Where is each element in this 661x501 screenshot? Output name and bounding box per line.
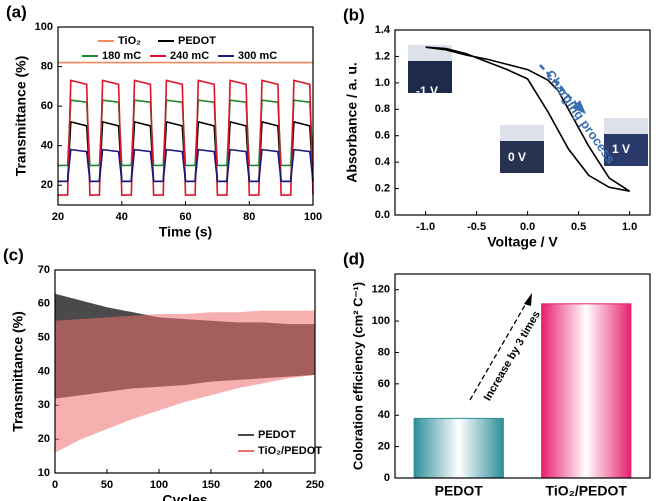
y-axis-label: Coloration efficiency (cm² C⁻¹) (350, 282, 365, 470)
x-tick-label: 150 (202, 479, 220, 491)
x-tick-label: 100 (150, 479, 168, 491)
annotation: Charging process (543, 67, 619, 166)
inset-film (604, 134, 648, 166)
increase-arrow (469, 299, 529, 401)
series-line (58, 79, 314, 196)
inset-film (408, 61, 452, 93)
plot-frame (54, 269, 316, 474)
y-tick-label: 20 (378, 441, 390, 453)
series-line (425, 46, 631, 192)
panel-label: (c) (3, 245, 24, 264)
y-tick-label: 0.2 (375, 182, 390, 194)
annotation: Increase by 3 times (482, 309, 543, 403)
legend-label: 300 mC (238, 50, 277, 62)
x-tick-label: 50 (101, 479, 113, 491)
y-tick-label: 60 (41, 100, 53, 112)
series-line (58, 148, 314, 183)
y-tick-label: 0.4 (375, 156, 391, 168)
plot-frame (394, 273, 651, 479)
x-axis-label: Time (s) (159, 224, 212, 240)
annotation: 0 V (508, 150, 526, 164)
plot-frame (57, 26, 314, 206)
y-tick-label: 0.8 (375, 103, 390, 115)
y-tick-label: 1.2 (375, 50, 390, 62)
bar (413, 417, 504, 479)
y-tick-label: 60 (38, 298, 50, 310)
y-tick-label: 50 (38, 332, 50, 344)
panel-label: (b) (343, 5, 365, 24)
inset-film (500, 141, 544, 173)
x-tick-label: 40 (116, 211, 128, 223)
y-axis-label: Absorbance / a. u. (344, 62, 360, 183)
y-tick-label: 10 (38, 467, 50, 479)
y-axis-label: Transmittance (%) (10, 311, 26, 432)
annotation: -1 V (416, 84, 438, 98)
x-tick-label: 0.0 (520, 221, 535, 233)
y-tick-label: 80 (378, 346, 390, 358)
x-tick-label: 250 (306, 479, 324, 491)
y-tick-label: 40 (41, 140, 53, 152)
x-tick-label: 20 (52, 211, 64, 223)
legend-label: PEDOT (178, 35, 216, 47)
y-tick-label: 70 (38, 264, 50, 276)
x-axis-label: Cycles (162, 492, 207, 501)
legend-label: TiO₂ (118, 35, 141, 47)
panel-label: (d) (343, 249, 365, 268)
y-axis-label: Transmittance (%) (13, 56, 29, 177)
panel-label: (a) (6, 2, 27, 21)
x-tick-label: 0.5 (571, 221, 586, 233)
legend-label: 180 mC (102, 50, 141, 62)
y-tick-label: 20 (41, 179, 53, 191)
x-tick-label: 100 (304, 211, 322, 223)
y-tick-label: 60 (378, 378, 390, 390)
legend-label: PEDOT (258, 429, 296, 441)
x-axis-label: Voltage / V (487, 234, 558, 250)
y-tick-label: 20 (38, 433, 50, 445)
y-tick-label: 100 (372, 315, 390, 327)
y-tick-label: 30 (38, 399, 50, 411)
annotation: 1 V (612, 142, 630, 156)
band (55, 310, 315, 453)
y-tick-label: 40 (378, 409, 390, 421)
x-tick-label: -1.0 (416, 221, 435, 233)
x-tick-label: 200 (254, 479, 272, 491)
x-tick-label: PEDOT (435, 483, 484, 499)
x-tick-label: 1.0 (622, 221, 637, 233)
x-tick-label: 0 (52, 479, 58, 491)
y-tick-label: 0 (384, 472, 390, 484)
y-tick-label: 1.0 (375, 77, 390, 89)
x-tick-label: -0.5 (467, 221, 486, 233)
y-tick-label: 100 (35, 21, 53, 33)
arrow-head (572, 100, 586, 114)
y-tick-label: 40 (38, 365, 50, 377)
x-tick-label: TiO₂/PEDOT (546, 483, 628, 499)
x-tick-label: 60 (179, 211, 191, 223)
y-tick-label: 0.0 (375, 209, 390, 221)
y-tick-label: 120 (372, 284, 390, 296)
legend-label: TiO₂/PEDOT (258, 445, 322, 457)
legend-label: 240 mC (170, 50, 209, 62)
x-tick-label: 80 (243, 211, 255, 223)
arrow-head (524, 293, 532, 306)
y-tick-label: 80 (41, 60, 53, 72)
series-line (58, 99, 314, 167)
plot-frame (394, 29, 651, 216)
bar (541, 303, 632, 479)
y-tick-label: 0.6 (375, 130, 390, 142)
y-tick-label: 1.4 (375, 24, 391, 36)
